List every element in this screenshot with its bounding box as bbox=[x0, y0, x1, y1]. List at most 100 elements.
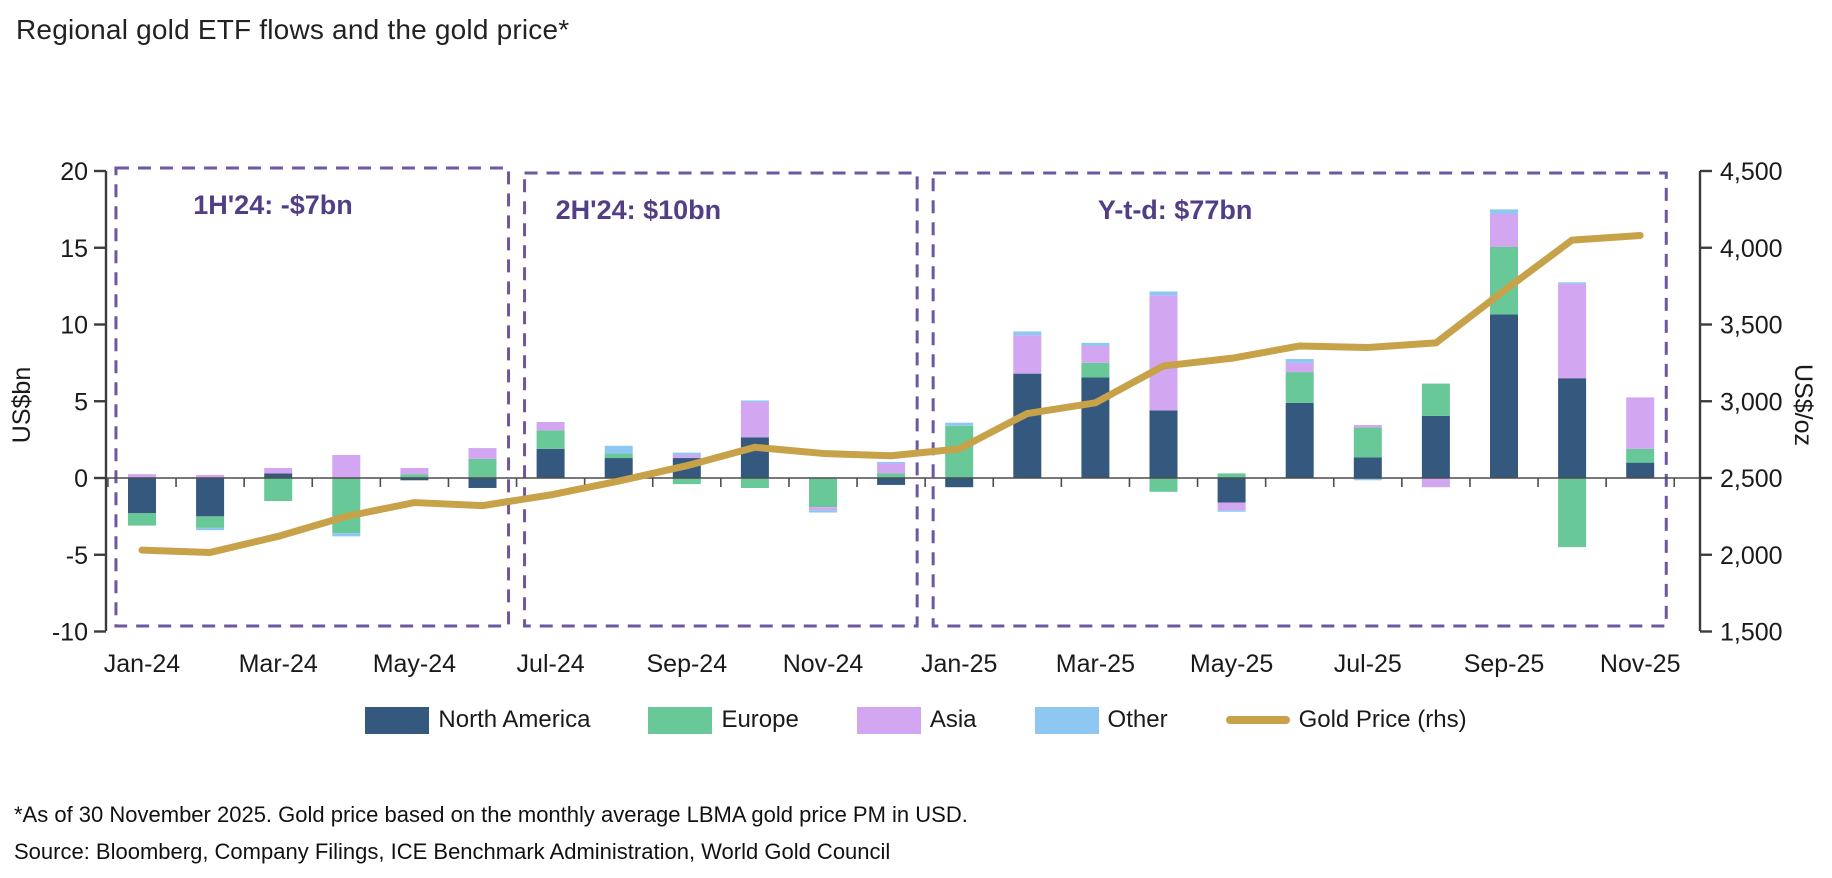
bar-segment bbox=[1353, 457, 1382, 478]
bar-segment bbox=[196, 527, 225, 531]
bar-segment bbox=[740, 400, 769, 403]
period-annotation: 1H'24: -$7bn bbox=[193, 190, 352, 220]
x-axis-label: Jan-24 bbox=[104, 650, 181, 678]
bar-segment bbox=[1013, 373, 1042, 478]
bar-segment bbox=[264, 478, 293, 502]
legend-label: Europe bbox=[721, 706, 799, 733]
bar-segment bbox=[604, 458, 633, 478]
bar-segment bbox=[1558, 378, 1587, 478]
bar-segment bbox=[672, 454, 701, 459]
right-axis-tick-label: 3,000 bbox=[1720, 388, 1783, 416]
bar-segment bbox=[536, 421, 565, 431]
bar-segment bbox=[264, 468, 293, 474]
chart-legend: North America Europe Asia Other Gold Pri… bbox=[0, 706, 1832, 734]
bar-segment bbox=[809, 478, 837, 508]
bar-segment bbox=[1285, 372, 1314, 403]
bar-segment bbox=[1421, 478, 1450, 488]
left-axis-tick-label: 20 bbox=[60, 158, 88, 186]
bar-segment bbox=[1626, 397, 1655, 449]
footnotes: *As of 30 November 2025. Gold price base… bbox=[14, 796, 968, 870]
right-axis-tick-label: 2,000 bbox=[1720, 542, 1783, 570]
footnote-asof: *As of 30 November 2025. Gold price base… bbox=[14, 802, 968, 827]
bar-segment bbox=[128, 474, 156, 478]
legend-item-north-america: North America bbox=[365, 706, 590, 734]
left-axis-tick-label: -5 bbox=[66, 542, 88, 570]
bar-segment bbox=[264, 473, 293, 478]
bar-segment bbox=[1353, 478, 1382, 481]
bar-segment bbox=[128, 478, 156, 514]
bar-segment bbox=[332, 454, 361, 478]
bar-segment bbox=[945, 478, 974, 488]
x-axis-label: Mar-24 bbox=[239, 650, 318, 678]
x-axis-label: Nov-24 bbox=[783, 650, 864, 678]
bar-segment bbox=[1217, 478, 1246, 503]
footnote-source: Source: Bloomberg, Company Filings, ICE … bbox=[14, 839, 891, 864]
bar-segment bbox=[740, 402, 769, 438]
bar-segment bbox=[945, 422, 974, 426]
bar-segment bbox=[1081, 377, 1110, 478]
bar-segment bbox=[468, 458, 497, 478]
bar-segment bbox=[1149, 291, 1178, 296]
x-axis-label: Sep-25 bbox=[1464, 650, 1545, 678]
bar-segment bbox=[196, 478, 225, 517]
x-axis-label: Jul-25 bbox=[1334, 650, 1402, 678]
x-axis-label: Jan-25 bbox=[921, 650, 997, 678]
bar-segment bbox=[536, 430, 565, 449]
period-box bbox=[114, 166, 511, 628]
bar-segment bbox=[809, 510, 837, 513]
bar-segment bbox=[1013, 331, 1042, 336]
bar-segment bbox=[604, 445, 633, 454]
x-axis-label: Nov-25 bbox=[1600, 650, 1681, 678]
bar-segment bbox=[468, 448, 497, 459]
legend-item-europe: Europe bbox=[648, 706, 799, 734]
legend-item-asia: Asia bbox=[856, 706, 977, 734]
north-america-swatch-icon bbox=[365, 706, 430, 734]
bar-segment bbox=[1626, 462, 1655, 478]
bar-segment bbox=[877, 461, 906, 464]
right-axis-tick-label: 4,000 bbox=[1720, 235, 1783, 263]
bar-segment bbox=[1421, 383, 1450, 416]
x-axis-label: Sep-24 bbox=[646, 650, 727, 678]
x-axis-label: Jul-24 bbox=[517, 650, 585, 678]
legend-item-other: Other bbox=[1034, 706, 1168, 734]
legend-label: Gold Price (rhs) bbox=[1298, 706, 1467, 733]
bar-segment bbox=[1081, 342, 1110, 346]
bar-segment bbox=[468, 478, 497, 488]
bar-segment bbox=[1626, 448, 1655, 463]
legend-label: Asia bbox=[929, 706, 977, 733]
legend-label: Other bbox=[1107, 706, 1168, 733]
right-axis-title: US$/oz bbox=[1789, 364, 1817, 446]
period-box bbox=[931, 171, 1668, 628]
bar-segment bbox=[536, 448, 565, 478]
left-axis-tick-label: 10 bbox=[60, 312, 88, 340]
bar-segment bbox=[809, 507, 837, 511]
bar-segment bbox=[1013, 335, 1042, 374]
bar-segment bbox=[1558, 478, 1587, 548]
legend-item-gold-price: Gold Price (rhs) bbox=[1225, 706, 1467, 734]
x-axis-label: May-25 bbox=[1190, 650, 1273, 678]
x-axis-label: May-24 bbox=[373, 650, 456, 678]
bar-segment bbox=[1558, 282, 1587, 284]
bar-segment bbox=[740, 478, 769, 488]
bar-segment bbox=[1217, 473, 1246, 478]
asia-swatch-icon bbox=[856, 706, 921, 734]
bar-segment bbox=[877, 473, 906, 478]
other-swatch-icon bbox=[1034, 706, 1099, 734]
left-axis-title: US$bn bbox=[8, 367, 36, 443]
bar-segment bbox=[1149, 478, 1178, 492]
bar-segment bbox=[1149, 295, 1178, 411]
bar-segment bbox=[1149, 410, 1178, 478]
bar-segment bbox=[196, 474, 225, 478]
x-axis-label: Mar-25 bbox=[1056, 650, 1135, 678]
bar-segment bbox=[332, 478, 361, 534]
gold-price-line bbox=[138, 231, 1644, 556]
right-axis-tick-label: 4,500 bbox=[1720, 158, 1783, 186]
left-axis-tick-label: 0 bbox=[74, 465, 88, 493]
gold-price-line-icon bbox=[1225, 716, 1290, 724]
bar-segment bbox=[332, 533, 361, 537]
bar-segment bbox=[672, 452, 701, 455]
bar-segment bbox=[1081, 345, 1110, 363]
legend-label: North America bbox=[438, 706, 591, 733]
chart-title: Regional gold ETF flows and the gold pri… bbox=[16, 14, 570, 45]
